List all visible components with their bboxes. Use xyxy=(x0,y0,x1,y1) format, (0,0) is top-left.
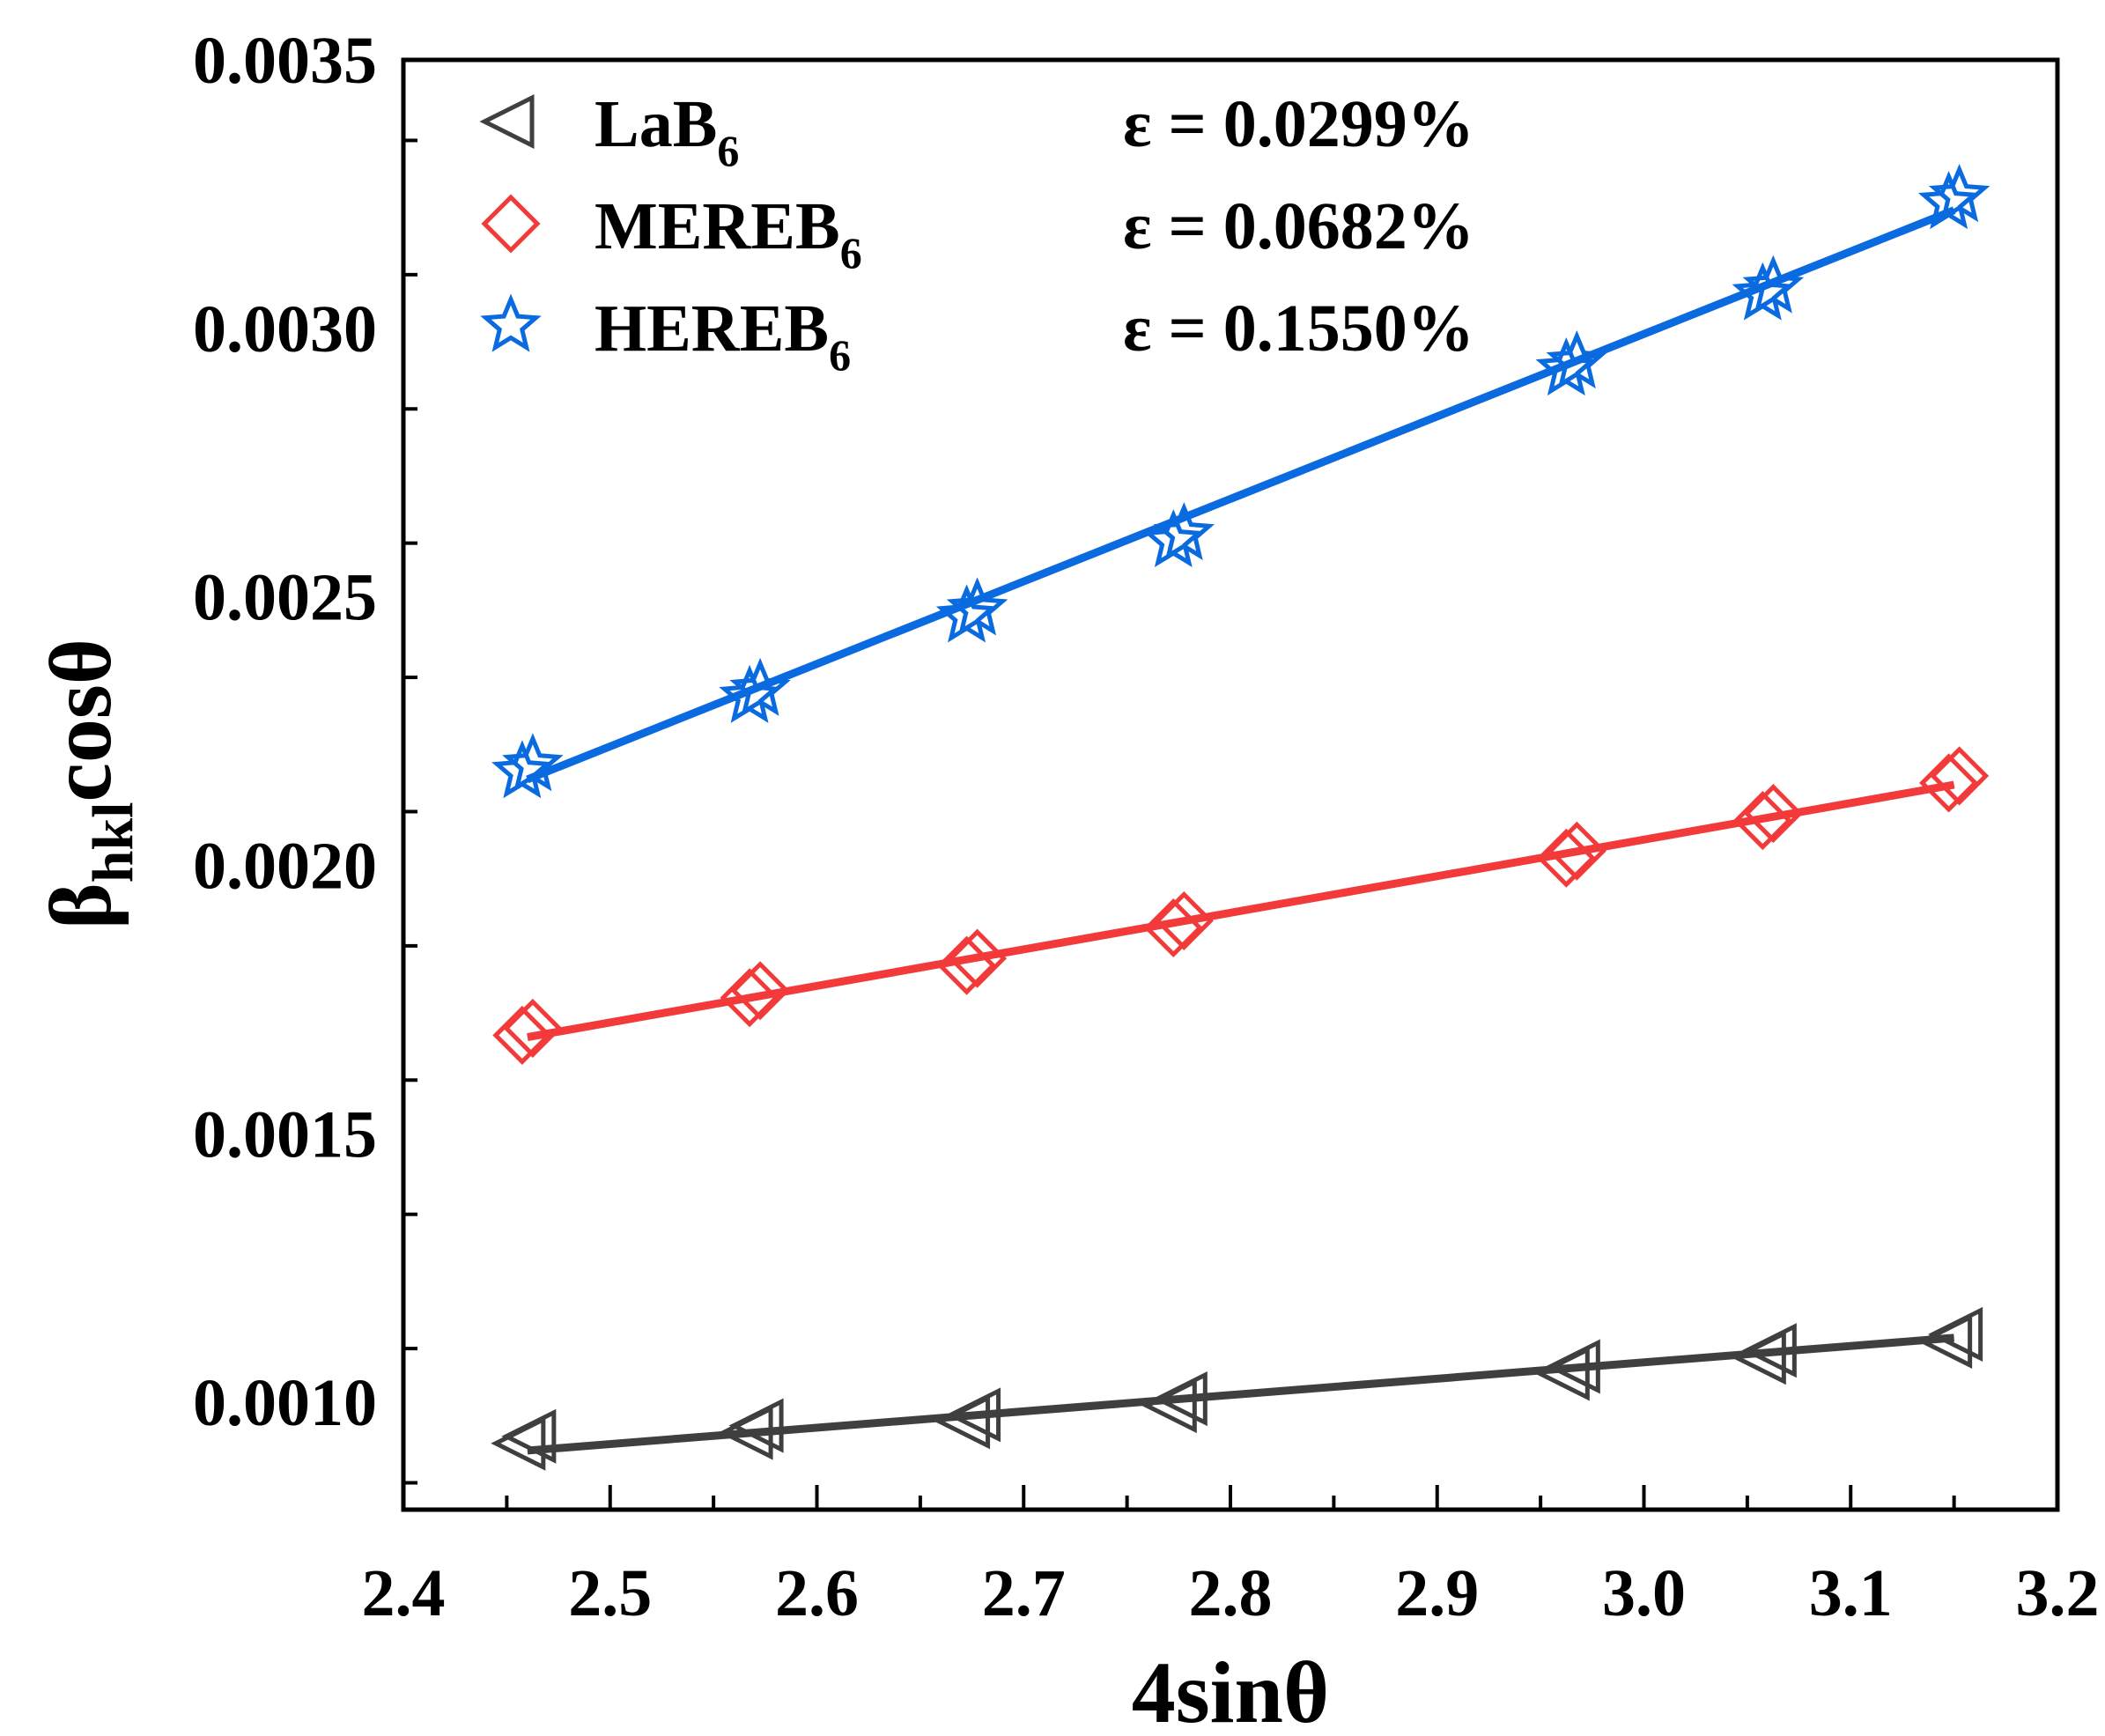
fit-line xyxy=(527,1333,1954,1455)
legend-label: MEREB6 xyxy=(595,189,862,277)
left-triangle-marker xyxy=(1545,1339,1600,1394)
axis-ticks: 2.4 2.5 2.6 2.7 2.8 2.9 3.0 3.1 3.2 0.0010 0.0015 0… xyxy=(193,24,2100,1630)
legend-strain: ε = 0.0299% xyxy=(1123,87,1474,161)
x-tick-label: 3.1 xyxy=(1809,1556,1893,1630)
left-triangle-marker xyxy=(479,93,535,150)
diamond-marker xyxy=(937,935,997,995)
diamond-marker xyxy=(730,961,790,1021)
left-triangle-marker xyxy=(1741,1323,1797,1378)
diamond-marker xyxy=(1536,828,1596,888)
y-tick-label: 0.0010 xyxy=(193,1366,377,1440)
diamond-marker xyxy=(1919,753,1979,813)
diamond-marker xyxy=(503,998,563,1058)
diamond-marker xyxy=(948,928,1008,988)
y-tick-label: 0.0020 xyxy=(193,829,377,903)
star-marker xyxy=(946,577,1008,636)
legend-strain: ε = 0.0682% xyxy=(1123,189,1474,263)
x-axis-label: 4sinθ xyxy=(1132,1644,1330,1736)
x-tick-label: 2.8 xyxy=(1189,1556,1273,1630)
legend-strain: ε = 0.1550% xyxy=(1123,292,1474,366)
star-marker xyxy=(502,733,564,792)
y-tick-label: 0.0035 xyxy=(193,24,377,98)
diamond-marker xyxy=(1743,784,1803,844)
star-marker xyxy=(1928,163,1991,223)
plot-frame xyxy=(401,57,2060,1512)
y-tick-label: 0.0015 xyxy=(193,1097,377,1171)
left-triangle-marker xyxy=(501,1408,557,1464)
legend-label: HEREB6 xyxy=(595,292,851,380)
left-triangle-marker xyxy=(1152,1371,1208,1427)
y-tick-label: 0.0030 xyxy=(193,292,377,366)
legend-label: LaB6 xyxy=(595,87,739,175)
legend: LaB6 ε = 0.0299% MEREB6 ε = 0.0682% HEREB6 ε … xyxy=(479,87,1474,380)
y-tick-label: 0.0025 xyxy=(193,561,377,635)
x-tick-label: 2.4 xyxy=(362,1556,446,1630)
diamond-marker xyxy=(481,194,541,254)
x-tick-label: 2.5 xyxy=(568,1556,652,1630)
diamond-marker xyxy=(1547,821,1606,881)
left-triangle-marker xyxy=(728,1398,784,1453)
diamond-marker xyxy=(1143,898,1203,958)
diamond-marker xyxy=(1930,746,1990,806)
x-tick-label: 3.2 xyxy=(2016,1556,2100,1630)
star-marker xyxy=(1742,255,1805,314)
diamond-marker xyxy=(1154,890,1214,951)
star-marker xyxy=(729,657,791,716)
fit-line xyxy=(526,206,1956,784)
left-triangle-marker xyxy=(1928,1306,1983,1362)
diamond-marker xyxy=(1732,791,1792,851)
x-tick-label: 2.7 xyxy=(982,1556,1066,1630)
diamond-marker xyxy=(492,1005,552,1065)
x-tick-label: 2.6 xyxy=(775,1556,859,1630)
plot-area xyxy=(491,163,1991,1471)
star-marker xyxy=(480,293,542,352)
x-tick-label: 2.9 xyxy=(1395,1556,1479,1630)
star-marker xyxy=(1546,329,1608,389)
star-marker xyxy=(1153,502,1215,561)
x-tick-label: 3.0 xyxy=(1602,1556,1686,1630)
fit-line xyxy=(527,780,1955,1041)
diamond-marker xyxy=(720,968,779,1028)
left-triangle-marker xyxy=(945,1387,1001,1443)
y-axis-label: βhklcosθ xyxy=(32,639,145,929)
